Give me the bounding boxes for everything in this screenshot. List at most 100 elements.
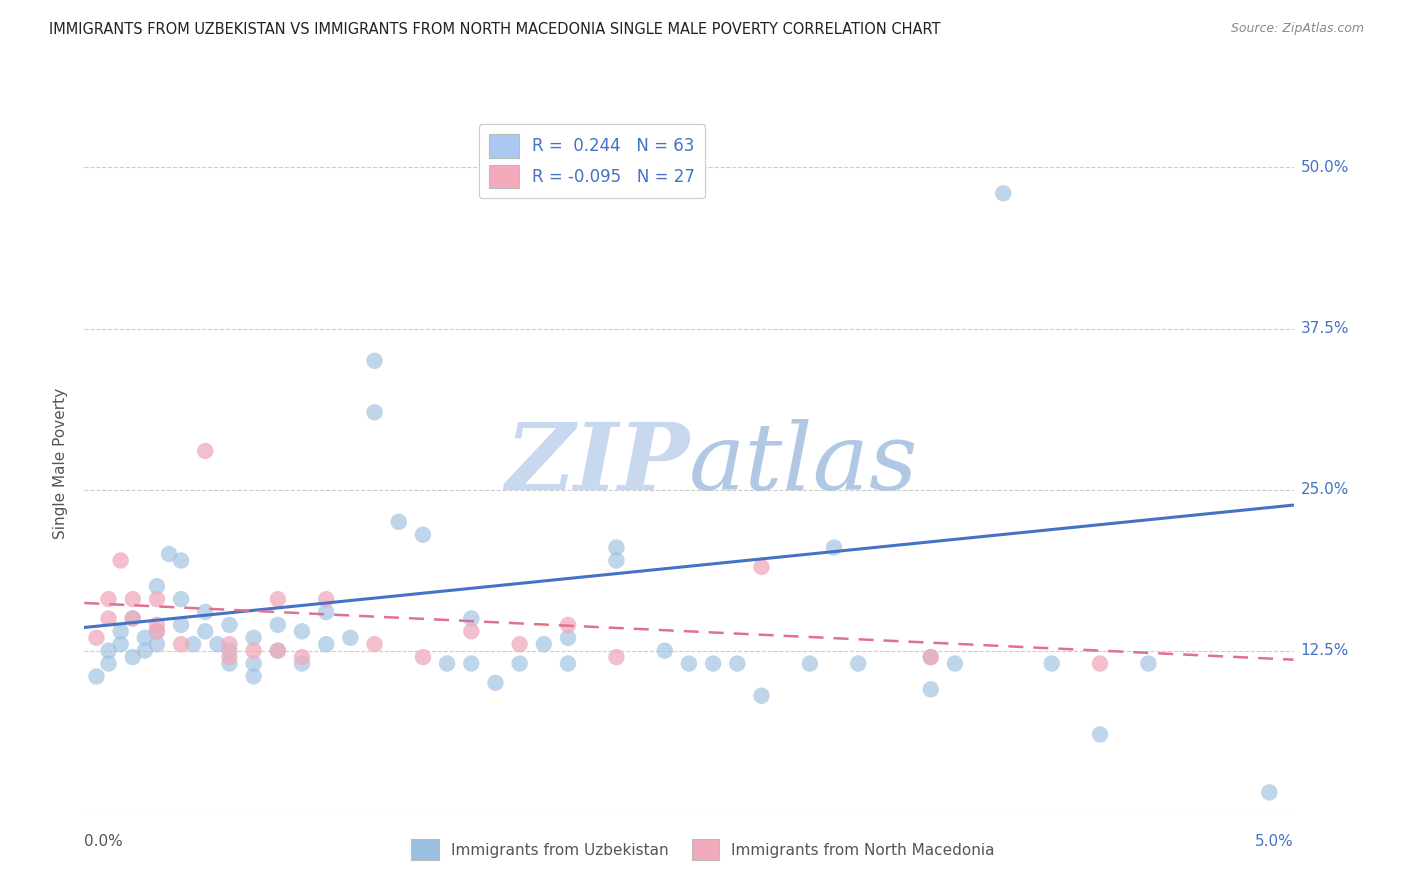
Point (291, 657, 314, 671)
Point (267, 643, 290, 657)
Point (1088, 727, 1111, 741)
Point (146, 592, 169, 607)
Point (799, 657, 821, 671)
Point (110, 624, 132, 639)
Point (605, 650, 627, 665)
Point (146, 624, 169, 639)
Text: IMMIGRANTS FROM UZBEKISTAN VS IMMIGRANTS FROM NORTH MACEDONIA SINGLE MALE POVERT: IMMIGRANTS FROM UZBEKISTAN VS IMMIGRANTS… (49, 22, 941, 37)
Point (267, 592, 290, 607)
Point (920, 650, 942, 665)
Point (509, 637, 531, 651)
Point (1040, 657, 1063, 671)
Point (134, 643, 156, 657)
Point (86, 631, 108, 645)
Point (86, 669, 108, 683)
Point (267, 643, 290, 657)
Text: 0.0%: 0.0% (84, 834, 124, 849)
Point (412, 650, 434, 665)
Point (920, 682, 942, 697)
Point (363, 405, 385, 419)
Point (920, 650, 942, 665)
Point (121, 592, 143, 607)
Point (194, 605, 217, 619)
Point (943, 657, 966, 671)
Text: 5.0%: 5.0% (1254, 834, 1294, 849)
Point (460, 624, 482, 639)
Point (218, 657, 240, 671)
Point (170, 637, 193, 651)
Text: 25.0%: 25.0% (1301, 482, 1348, 497)
Point (605, 541, 627, 555)
Point (339, 631, 361, 645)
Point (242, 669, 264, 683)
Y-axis label: Single Male Poverty: Single Male Poverty (53, 388, 69, 540)
Point (557, 631, 579, 645)
Point (218, 618, 240, 632)
Text: 12.5%: 12.5% (1301, 643, 1348, 658)
Point (363, 637, 385, 651)
Point (170, 618, 193, 632)
Point (218, 643, 240, 657)
Point (146, 637, 169, 651)
Point (157, 547, 180, 561)
Point (97, 611, 120, 625)
Point (725, 657, 748, 671)
Point (460, 657, 482, 671)
Point (654, 643, 676, 657)
Point (121, 611, 143, 625)
Point (846, 657, 869, 671)
Point (291, 624, 314, 639)
Point (97, 643, 120, 657)
Point (315, 592, 337, 607)
Text: atlas: atlas (689, 419, 918, 508)
Point (218, 637, 240, 651)
Legend: Immigrants from Uzbekistan, Immigrants from North Macedonia: Immigrants from Uzbekistan, Immigrants f… (405, 832, 1001, 866)
Point (678, 657, 700, 671)
Text: 50.0%: 50.0% (1301, 160, 1348, 175)
Point (242, 643, 264, 657)
Point (110, 637, 132, 651)
Point (1258, 785, 1281, 799)
Point (170, 592, 193, 607)
Point (315, 637, 337, 651)
Point (557, 618, 579, 632)
Point (605, 553, 627, 567)
Point (484, 676, 506, 690)
Text: ZIP: ZIP (505, 419, 689, 508)
Point (97, 592, 120, 607)
Point (291, 650, 314, 665)
Point (146, 579, 169, 593)
Point (533, 637, 555, 651)
Text: 37.5%: 37.5% (1301, 321, 1348, 336)
Point (194, 444, 217, 458)
Point (121, 611, 143, 625)
Point (97, 657, 120, 671)
Point (242, 657, 264, 671)
Point (267, 618, 290, 632)
Point (242, 631, 264, 645)
Point (1088, 657, 1111, 671)
Point (412, 527, 434, 541)
Point (110, 553, 132, 567)
Point (194, 624, 217, 639)
Point (207, 637, 229, 651)
Point (557, 657, 579, 671)
Point (509, 657, 531, 671)
Point (121, 650, 143, 665)
Point (460, 611, 482, 625)
Legend: R =  0.244   N = 63, R = -0.095   N = 27: R = 0.244 N = 63, R = -0.095 N = 27 (479, 124, 706, 198)
Point (751, 560, 773, 574)
Point (702, 657, 724, 671)
Text: Source: ZipAtlas.com: Source: ZipAtlas.com (1230, 22, 1364, 36)
Point (363, 353, 385, 368)
Point (146, 624, 169, 639)
Point (993, 186, 1015, 201)
Point (1137, 657, 1160, 671)
Point (823, 541, 845, 555)
Point (436, 657, 458, 671)
Point (751, 689, 773, 703)
Point (170, 553, 193, 567)
Point (181, 637, 204, 651)
Point (218, 650, 240, 665)
Point (146, 618, 169, 632)
